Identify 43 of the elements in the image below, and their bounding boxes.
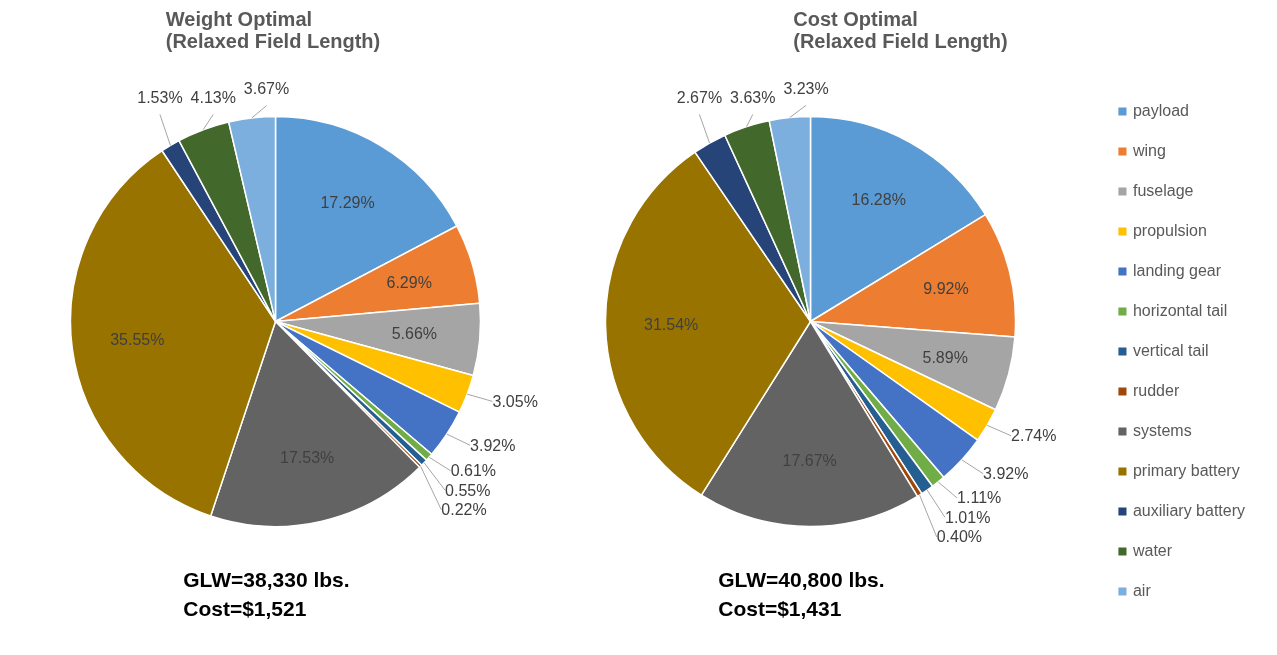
data-label: 0.61% [450,462,497,480]
legend-label: water [1132,542,1173,560]
text: Cost=$1,431 [718,597,842,620]
data-label: 35.55% [110,331,165,349]
data-label: 1.11% [957,489,1002,507]
legend-label: payload [1132,102,1189,120]
data-label: 9.92% [923,280,969,298]
data-label: 1.53% [137,89,183,107]
data-label: 17.29% [320,193,375,211]
data-label: 3.67% [243,80,290,98]
data-label: 16.28% [851,191,906,209]
data-label: 4.13% [190,89,236,107]
text: GLW=38,330 lbs. [183,568,350,592]
data-label: 5.66% [391,325,438,343]
data-label: 6.29% [386,273,432,291]
data-label: 0.22% [441,501,487,519]
data-label: 2.67% [676,89,723,107]
data-label: 3.23% [783,80,829,98]
legend-label: landing gear [1132,262,1222,280]
data-label: 0.40% [936,528,983,546]
data-label: 3.92% [470,436,516,454]
data-label: 2.74% [1011,427,1057,445]
legend-label: auxiliary battery [1132,502,1245,520]
data-label: 3.92% [983,465,1029,483]
legend-label: propulsion [1132,222,1207,240]
legend-label: rudder [1132,382,1180,400]
legend-label: primary battery [1132,462,1240,480]
data-label: 0.55% [445,481,491,499]
text: GLW=40,800 lbs. [718,568,885,592]
legend-label: air [1132,582,1152,600]
data-label: 3.63% [730,89,776,107]
text: Cost=$1,521 [183,597,307,620]
chart-title: Cost Optimal (Relaxed Field Length) [793,7,1008,52]
legend-label: horizontal tail [1132,302,1228,320]
chart-title: Weight Optimal (Relaxed Field Length) [165,7,381,52]
data-label: 3.05% [492,392,538,410]
data-label: 1.01% [945,508,991,526]
data-label: 5.89% [922,348,968,366]
legend-label: fuselage [1132,182,1194,200]
legend-label: wing [1132,142,1166,160]
legend-label: systems [1132,422,1192,440]
data-label: 31.54% [643,315,699,333]
legend-label: vertical tail [1132,342,1209,360]
